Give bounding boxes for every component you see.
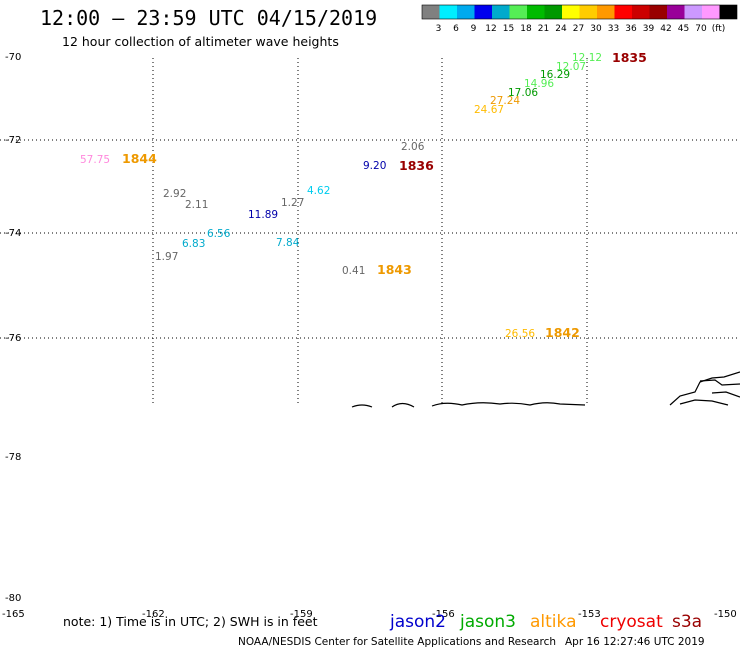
legend-jason2: jason2 [389, 612, 446, 632]
pass-time-label: 1844 [122, 151, 157, 166]
credit-line: NOAA/NESDIS Center for Satellite Applica… [238, 636, 556, 648]
obs-value: 4.62 [307, 185, 330, 197]
lon-label: -159 [290, 609, 313, 620]
lat-label: -80 [5, 593, 21, 604]
color-scale-label: 42 [660, 24, 671, 34]
color-scale-label: 18 [520, 24, 532, 34]
lon-label: -150 [714, 609, 737, 620]
color-swatch [474, 5, 492, 19]
obs-value: 9.20 [363, 160, 386, 172]
color-swatch [719, 5, 737, 19]
lon-label: -156 [432, 609, 455, 620]
color-scale-label: 33 [608, 24, 619, 34]
satellite-legend: jason2 jason3 altika cryosat s3a [389, 612, 702, 632]
color-scale-label: 39 [643, 24, 655, 34]
obs-value: 2.92 [163, 188, 186, 200]
color-scale-bar [421, 4, 738, 20]
color-swatch [527, 5, 545, 19]
color-swatch [632, 5, 650, 19]
obs-value: 24.67 [474, 104, 504, 116]
legend-cryosat: cryosat [600, 612, 663, 632]
color-swatch [457, 5, 475, 19]
color-scale-outline [421, 4, 738, 20]
coastline [351, 371, 740, 408]
obs-value: 12.12 [572, 52, 602, 64]
obs-value: 11.89 [248, 209, 278, 221]
color-swatch [422, 5, 440, 19]
obs-value: 0.41 [342, 265, 365, 277]
map-title: 12:00 — 23:59 UTC 04/15/2019 [40, 6, 377, 30]
obs-value: 6.56 [207, 228, 231, 240]
obs-value: 6.83 [182, 238, 205, 250]
lon-label: -162 [142, 609, 165, 620]
lat-label: -74 [5, 228, 21, 239]
color-scale-label: 21 [538, 24, 549, 34]
legend-jason3: jason3 [459, 612, 516, 632]
obs-value: 57.75 [80, 154, 110, 166]
obs-value: 2.11 [185, 199, 208, 211]
obs-value: 26.56 [505, 328, 535, 340]
color-swatch [649, 5, 667, 19]
color-scale-label: 15 [503, 24, 514, 34]
color-swatch [544, 5, 562, 19]
pass-times: 1844 1836 1843 1835 1842 [122, 50, 647, 340]
observations: 57.75 2.92 2.11 1.97 6.83 6.56 11.89 1.2… [80, 52, 602, 340]
obs-value: 16.29 [540, 69, 570, 81]
pass-time-label: 1843 [377, 262, 412, 277]
legend-altika: altika [530, 612, 577, 632]
coastline-east-inner [699, 379, 740, 386]
color-swatch [562, 5, 580, 19]
color-scale-label: 24 [555, 24, 567, 34]
lat-label: -78 [5, 452, 21, 463]
obs-value: 7.84 [276, 237, 300, 249]
color-scale-label: 9 [471, 24, 477, 34]
map-subtitle: 12 hour collection of altimeter wave hei… [62, 34, 339, 49]
obs-value: 1.27 [281, 197, 304, 209]
obs-value: 17.06 [508, 87, 538, 99]
coastline-east-south [679, 399, 729, 406]
color-swatch [439, 5, 457, 19]
color-scale-labels: 3 6 9 12 15 18 21 24 27 30 33 36 39 42 45 70 (ft) [436, 24, 726, 34]
legend-s3a: s3a [672, 612, 702, 632]
color-scale-label: 36 [625, 24, 637, 34]
color-scale-label: 6 [453, 24, 459, 34]
pass-time-label: 1835 [612, 50, 647, 65]
color-scale-label: 27 [573, 24, 584, 34]
lat-label: -70 [5, 52, 21, 63]
color-swatch [684, 5, 702, 19]
lon-label: -153 [578, 609, 601, 620]
coastline-east [669, 371, 740, 406]
color-scale-label: 3 [436, 24, 442, 34]
color-swatch [579, 5, 597, 19]
color-swatch [597, 5, 615, 19]
color-scale-label: (ft) [712, 24, 726, 34]
lon-label: -165 [2, 609, 25, 620]
color-scale-label: 12 [485, 24, 496, 34]
pass-time-label: 1836 [399, 158, 434, 173]
obs-value: 27.24 [490, 95, 520, 107]
coastline-south [351, 402, 586, 408]
units-note: note: 1) Time is in UTC; 2) SWH is in fe… [63, 614, 318, 629]
color-scale-label: 45 [678, 24, 689, 34]
lat-label: -76 [5, 333, 21, 344]
pass-time-label: 1842 [545, 325, 580, 340]
obs-value: 12.07 [556, 61, 586, 73]
obs-value: 14.96 [524, 78, 554, 90]
obs-value: 1.97 [155, 251, 178, 263]
color-swatch [509, 5, 527, 19]
color-scale-label: 30 [590, 24, 602, 34]
obs-value: 2.06 [401, 141, 425, 153]
color-swatch [702, 5, 720, 19]
color-swatch [492, 5, 510, 19]
coastline-east-shelf [711, 391, 740, 398]
timestamp: Apr 16 12:27:46 UTC 2019 [565, 636, 705, 648]
color-swatch [614, 5, 632, 19]
graticule [0, 58, 740, 405]
color-scale-label: 70 [695, 24, 707, 34]
lat-label: -72 [5, 135, 21, 146]
color-swatch [667, 5, 685, 19]
